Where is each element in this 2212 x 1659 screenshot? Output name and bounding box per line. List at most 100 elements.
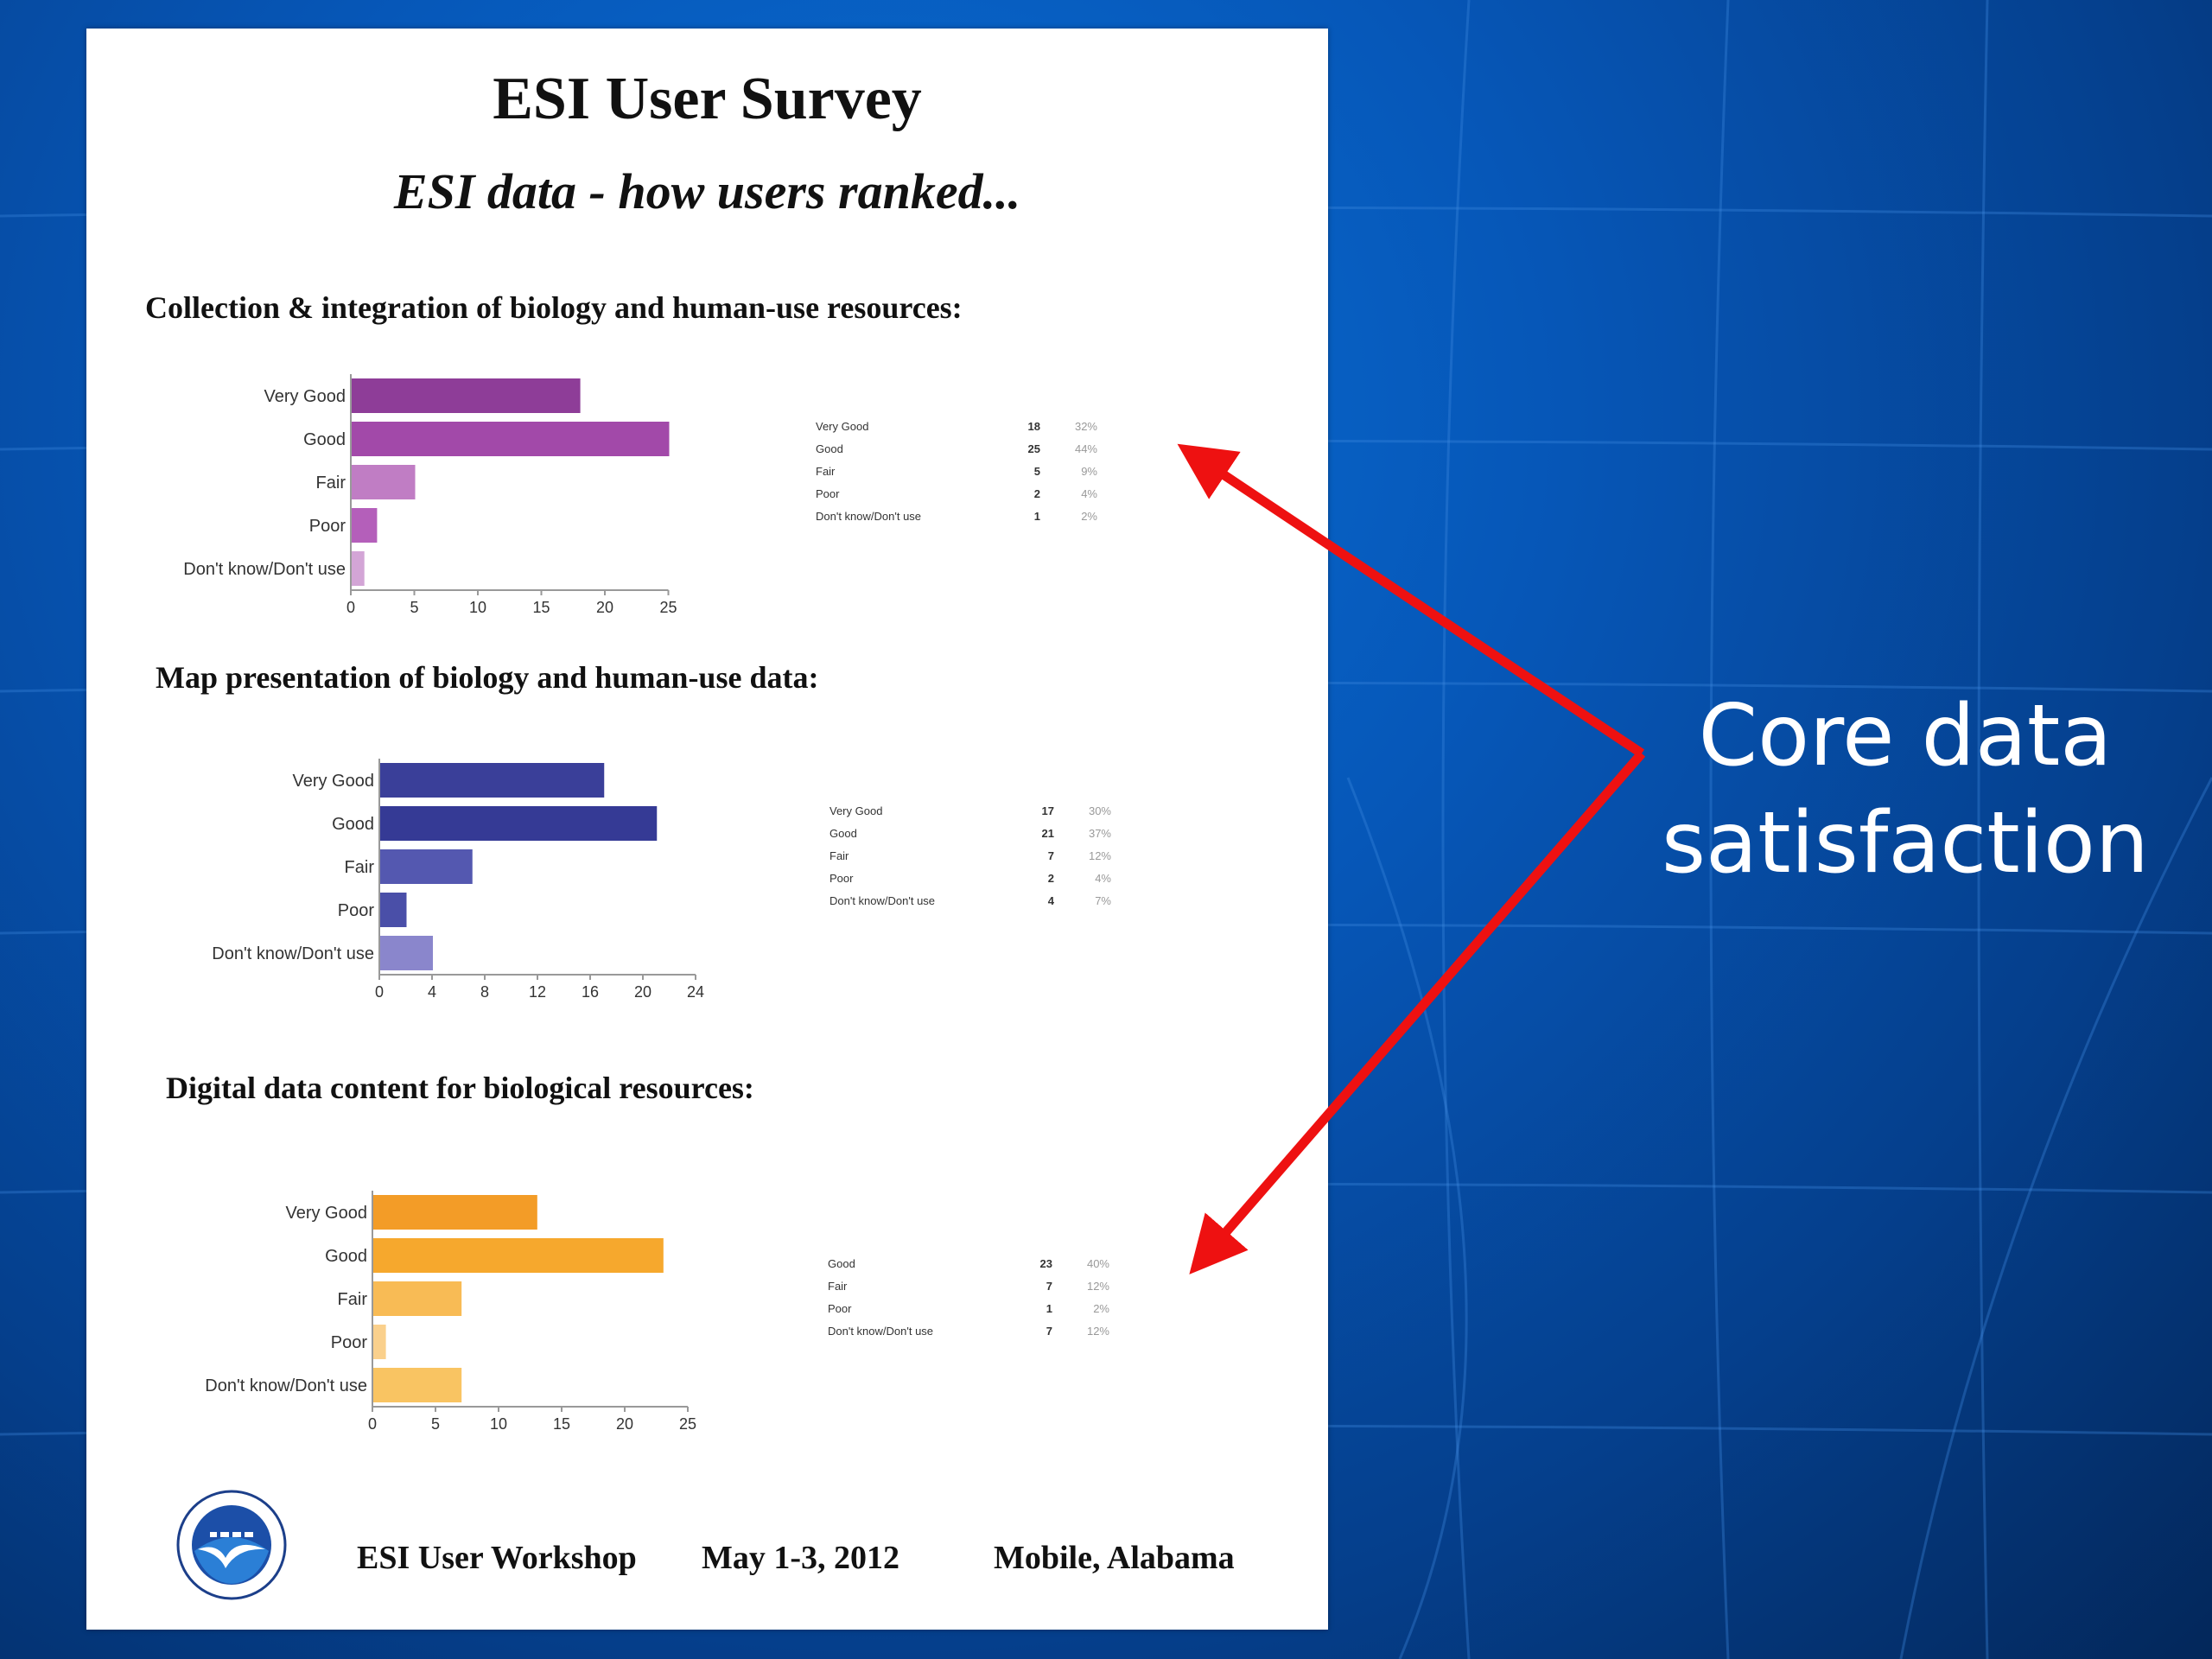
table-row-label: Good [830,827,857,840]
table-row: Fair 7 12% [828,1275,1191,1298]
table-row: Don't know/Don't use 1 2% [816,505,1179,528]
x-tick-label: 20 [596,599,613,616]
callout-line-1: Core data [1698,687,2113,785]
core-data-satisfaction-label: Core data satisfaction [1646,683,2164,897]
x-tick-label: 0 [346,599,355,616]
category-label: Good [332,815,374,834]
x-tick-label: 0 [375,983,384,1001]
table-row-percent: 44% [1074,442,1097,455]
table-row: Fair 5 9% [816,461,1179,483]
chart-1-title: Collection & integration of biology and … [145,290,963,325]
category-label: Poor [309,517,346,536]
table-row-count: 7 [1047,849,1054,862]
table-row-percent: 4% [1081,487,1097,500]
category-label: Fair [316,474,346,493]
category-label: Very Good [285,1204,367,1223]
x-tick-label: 10 [490,1415,507,1433]
table-row-count: 7 [1046,1325,1052,1338]
table-row: Good 23 40% [828,1253,1191,1275]
bar-4 [352,508,378,543]
x-tick-label: 24 [687,983,704,1001]
table-row-count: 18 [1027,420,1040,433]
table-row-count: 4 [1047,894,1054,907]
table-row: Good 25 44% [816,438,1179,461]
bar-5 [352,551,365,586]
table-row-percent: 12% [1088,849,1111,862]
x-tick-label: 5 [410,599,418,616]
table-row-percent: 30% [1088,804,1111,817]
table-row-percent: 12% [1086,1325,1109,1338]
chart-2-table: Very Good 17 30% Good 21 37% Fair 7 12% Poor 2 4% Do… [830,800,1192,921]
bar-4 [380,893,407,927]
x-tick-label: 8 [480,983,489,1001]
table-row-count: 2 [1047,872,1054,885]
table-row-percent: 40% [1086,1257,1109,1270]
table-row-count: 2 [1033,487,1040,500]
x-tick-label: 20 [616,1415,633,1433]
table-row-count: 7 [1046,1280,1052,1293]
table-row: Poor 2 4% [830,868,1192,890]
survey-page: ESI User Survey ESI data - how users ran… [86,29,1328,1630]
chart-3-title: Digital data content for biological reso… [166,1071,754,1105]
category-label: Don't know/Don't use [205,1376,367,1395]
table-row-percent: 9% [1081,465,1097,478]
table-row-label: Fair [816,465,836,478]
bar-2 [380,806,658,841]
x-tick-label: 0 [368,1415,377,1433]
page-subtitle: ESI data - how users ranked... [393,163,1021,219]
x-tick-label: 25 [679,1415,696,1433]
x-tick-label: 4 [428,983,436,1001]
table-row-label: Good [828,1257,855,1270]
category-label: Don't know/Don't use [183,560,346,579]
table-row-percent: 12% [1086,1280,1109,1293]
footer-location: Mobile, Alabama [994,1540,1235,1576]
table-row-count: 1 [1046,1302,1052,1315]
chart-3-table: Good 23 40% Fair 7 12% Poor 1 2% Don't know/Don't… [828,1253,1191,1357]
table-row: Good 21 37% [830,823,1192,845]
table-row-count: 21 [1041,827,1054,840]
x-tick-label: 12 [529,983,546,1001]
footer-event: ESI User Workshop [357,1540,637,1576]
chart-1-table: Very Good 18 32% Good 25 44% Fair 5 9% Poor 2 4% Don… [816,416,1179,537]
category-label: Good [325,1247,367,1266]
chart-1-collection-integration: Very Good Good Fair Poor Don't know/Don't us… [183,374,677,616]
arrow-to-chart-1 [1177,443,1645,758]
x-tick-label: 5 [431,1415,440,1433]
x-tick-label: 20 [634,983,652,1001]
category-label: Poor [331,1333,368,1352]
noaa-logo-icon [176,1490,287,1600]
table-row-label: Good [816,442,843,455]
x-tick-label: 25 [659,599,677,616]
bar-5 [380,936,433,970]
table-row-percent: 32% [1074,420,1097,433]
table-row-count: 17 [1041,804,1054,817]
table-row-label: Fair [828,1280,848,1293]
table-row-label: Very Good [830,804,883,817]
x-tick-label: 15 [532,599,550,616]
table-row: Very Good 18 32% [816,416,1179,438]
footer-dates: May 1-3, 2012 [702,1540,900,1576]
category-label: Don't know/Don't use [212,944,374,963]
table-row-label: Very Good [816,420,869,433]
chart-2-title: Map presentation of biology and human-us… [156,660,819,695]
bar-1 [373,1195,537,1230]
table-row: Poor 2 4% [816,483,1179,505]
arrow-to-chart-3 [1189,750,1646,1274]
table-row-label: Don't know/Don't use [816,510,922,523]
table-row-count: 1 [1033,510,1040,523]
table-row-count: 23 [1039,1257,1052,1270]
table-row-percent: 37% [1088,827,1111,840]
bar-1 [380,763,605,798]
page-title: ESI User Survey [493,66,922,132]
bar-3 [352,465,416,499]
table-row-percent: 2% [1081,510,1097,523]
table-row-label: Poor [816,487,840,500]
bar-1 [352,378,581,413]
category-label: Very Good [264,387,346,406]
table-row: Don't know/Don't use 7 12% [828,1320,1191,1343]
bar-5 [373,1368,462,1402]
category-label: Poor [338,901,375,920]
chart-2-map-presentation: Very Good Good Fair Poor Don't know/Don't us… [212,759,704,1001]
callout-line-2: satisfaction [1662,794,2149,893]
